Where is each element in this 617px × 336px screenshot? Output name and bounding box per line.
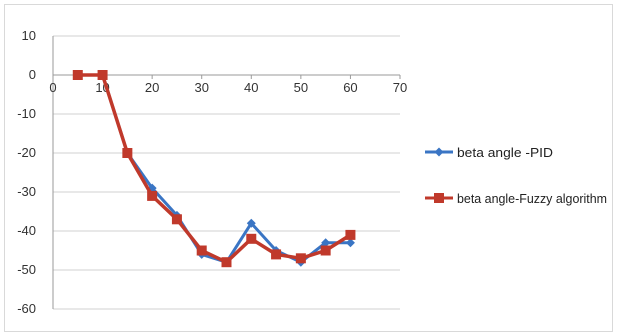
data-point	[246, 233, 257, 244]
series-2	[72, 70, 356, 268]
data-point	[196, 245, 207, 256]
legend-entry-2: beta angle-Fuzzy algorithm	[425, 191, 607, 206]
y-tick-label: -30	[17, 184, 36, 199]
x-tick-label: 70	[393, 80, 407, 95]
data-point	[345, 238, 355, 248]
y-tick-label: -40	[17, 223, 36, 238]
axes: 100-10-20-30-40-50-600 10 20 30 40 50 60 70	[17, 28, 407, 316]
data-point	[271, 249, 282, 260]
data-point	[321, 238, 331, 248]
data-point	[72, 70, 83, 80]
series-line	[77, 73, 352, 264]
legend: beta angle -PID beta angle-Fuzzy algorith…	[425, 145, 607, 206]
data-point	[122, 148, 133, 158]
x-tick-label: 60	[343, 80, 357, 95]
x-tick-label: 30	[194, 80, 208, 95]
legend-label: beta angle-Fuzzy algorithm	[457, 191, 607, 206]
data-point	[246, 218, 256, 228]
x-tick-label: 50	[294, 80, 308, 95]
legend-label: beta angle -PID	[457, 145, 553, 160]
data-point	[295, 253, 306, 264]
series-line	[77, 73, 351, 264]
legend-marker	[434, 147, 444, 157]
chart-frame	[4, 4, 613, 332]
y-tick-label: 0	[29, 67, 36, 82]
legend-marker	[434, 193, 444, 203]
legend-entry-1: beta angle -PID	[425, 145, 553, 160]
y-tick-label: -60	[17, 301, 36, 316]
y-tick-label: 10	[22, 28, 36, 43]
data-point	[97, 70, 108, 80]
data-point	[221, 257, 232, 268]
x-tick-label: 20	[145, 80, 159, 95]
grid-lines	[53, 35, 400, 310]
y-tick-label: -20	[17, 145, 36, 160]
data-point	[345, 229, 356, 240]
series-1	[73, 70, 355, 267]
x-tick-label: 0	[49, 80, 56, 95]
data-point	[147, 190, 158, 201]
data-point	[171, 214, 182, 225]
data-point	[320, 245, 331, 256]
y-tick-label: -50	[17, 262, 36, 277]
y-tick-label: -10	[17, 106, 36, 121]
x-tick-label: 40	[244, 80, 258, 95]
series-layer	[72, 70, 356, 268]
